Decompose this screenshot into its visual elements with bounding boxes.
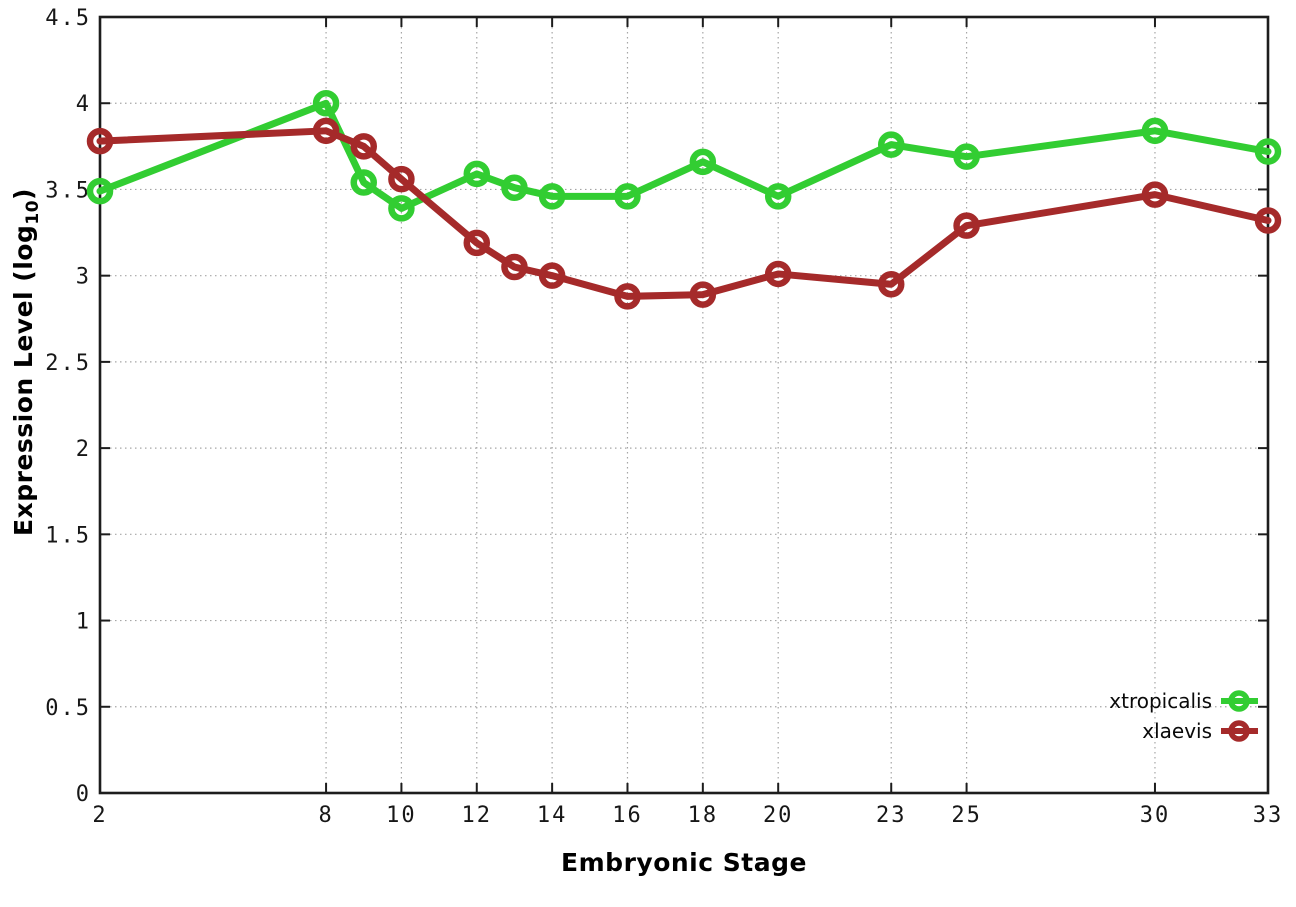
data-point-xlaevis [463,229,491,257]
y-axis-title-close: ) [9,188,38,200]
y-tick-label: 0.5 [45,696,91,721]
y-tick-label: 3 [76,265,91,290]
legend-entry-xtropicalis: xtropicalis [912,689,1212,713]
x-tick-label: 8 [318,803,333,828]
data-point-xlaevis [350,133,377,160]
data-point-xtropicalis [877,131,905,158]
x-tick-label: 16 [612,803,643,828]
y-axis-title-text: Expression Level (log [9,224,38,536]
data-point-xlaevis [877,271,905,298]
y-tick-label: 0 [76,782,91,807]
x-tick-label: 2 [92,803,107,828]
data-point-xtropicalis [1254,138,1282,165]
y-tick-label: 1 [76,610,91,635]
y-axis-title-subscript: 10 [23,199,43,225]
data-point-xtropicalis [86,177,114,205]
series-line-xtropicalis [96,99,1272,212]
data-point-xlaevis [953,212,980,239]
data-point-xtropicalis [764,183,792,210]
legend-label-xtropicalis: xtropicalis [1109,689,1212,713]
x-tick-label: 30 [1140,803,1171,828]
x-tick-label: 25 [951,803,982,828]
data-point-xlaevis [764,260,792,288]
data-point-xlaevis [538,262,566,289]
series-line-xlaevis [96,127,1272,300]
data-point-xtropicalis [1141,117,1169,145]
data-point-xlaevis [501,253,528,281]
legend-marker-xtropicalis [1228,690,1250,712]
data-point-xtropicalis [350,169,377,196]
data-point-xlaevis [86,127,114,155]
data-point-xlaevis [1254,207,1282,234]
legend-entry-xlaevis: xlaevis [912,719,1212,743]
x-tick-label: 23 [876,803,907,828]
x-axis-title: Embryonic Stage [561,848,807,877]
data-point-xtropicalis [538,183,566,210]
x-tick-label: 14 [537,803,568,828]
y-tick-label: 1.5 [45,523,91,548]
x-tick-label: 12 [462,803,493,828]
data-point-xtropicalis [689,148,717,176]
data-point-xtropicalis [388,195,415,222]
x-tick-label: 33 [1253,803,1284,828]
plot-border [98,15,1270,795]
data-point-xlaevis [388,165,415,193]
x-tick-label: 20 [763,803,794,828]
data-point-xlaevis [614,283,641,310]
y-tick-label: 3.5 [45,178,91,203]
y-tick-label: 2 [76,437,91,462]
data-point-xtropicalis [953,143,980,170]
y-tick-label: 4 [76,92,91,117]
data-point-xlaevis [1141,181,1169,208]
legend-label-xlaevis: xlaevis [1142,719,1212,743]
legend-marker-xlaevis [1228,720,1250,742]
data-point-xtropicalis [614,183,641,210]
y-tick-label: 2.5 [45,351,91,376]
data-point-xtropicalis [312,89,340,117]
y-axis-title: Expression Level (log10) [9,188,43,536]
data-point-xlaevis [312,117,340,145]
x-tick-label: 10 [386,803,417,828]
data-point-xlaevis [689,281,717,308]
data-point-xtropicalis [463,160,491,188]
y-tick-label: 4.5 [45,6,91,31]
data-point-xtropicalis [501,174,528,201]
x-tick-label: 18 [688,803,719,828]
